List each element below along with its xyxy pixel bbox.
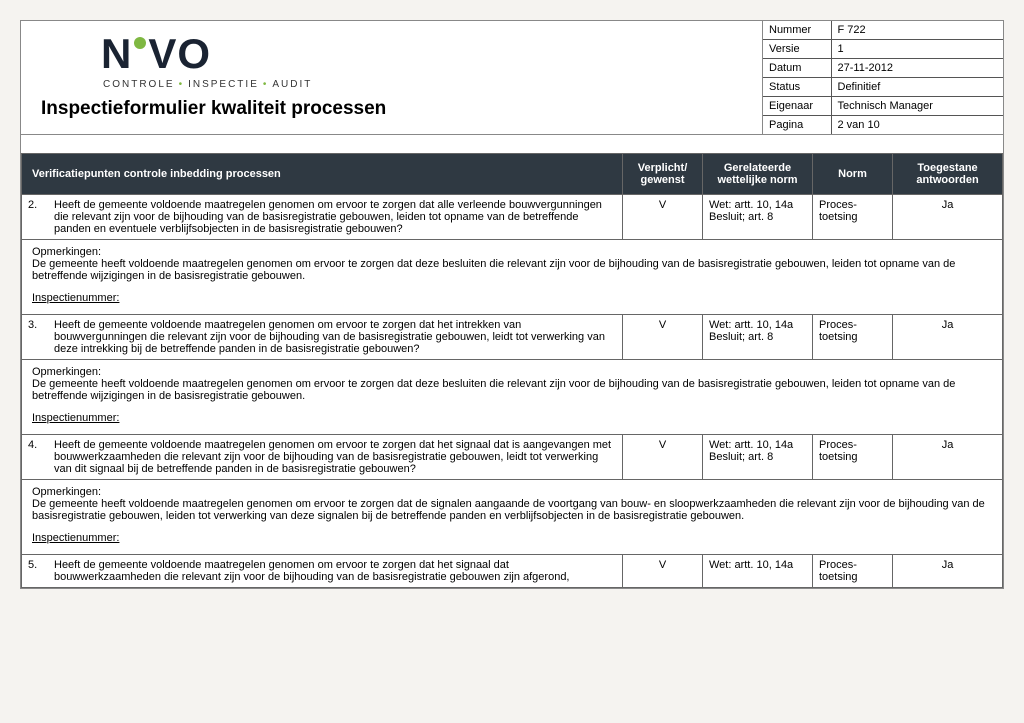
spacer (21, 135, 1003, 153)
remarks-label: Opmerkingen: (32, 246, 992, 258)
antwoord-cell: Ja (893, 435, 1003, 480)
verplicht-cell: V (623, 315, 703, 360)
remarks-text: De gemeente heeft voldoende maatregelen … (32, 378, 992, 402)
inspectienummer-label: Inspectienummer: (32, 292, 119, 304)
question-cell: 3.Heeft de gemeente voldoende maatregele… (22, 315, 623, 360)
norm-cell: Proces-toetsing (813, 195, 893, 240)
table-row: 4.Heeft de gemeente voldoende maatregele… (22, 435, 1003, 480)
question-text: Heeft de gemeente voldoende maatregelen … (54, 439, 616, 475)
table-row: 5.Heeft de gemeente voldoende maatregele… (22, 555, 1003, 588)
remarks-text: De gemeente heeft voldoende maatregelen … (32, 258, 992, 282)
table-row: 2.Heeft de gemeente voldoende maatregele… (22, 195, 1003, 240)
question-number: 4. (28, 439, 54, 475)
remarks-label: Opmerkingen: (32, 366, 992, 378)
verplicht-cell: V (623, 555, 703, 588)
norm-cell: Proces-toetsing (813, 435, 893, 480)
remarks-row: Opmerkingen:De gemeente heeft voldoende … (22, 360, 1003, 435)
remarks-cell: Opmerkingen:De gemeente heeft voldoende … (22, 240, 1003, 315)
question-cell: 4.Heeft de gemeente voldoende maatregele… (22, 435, 623, 480)
meta-value-datum: 27-11-2012 (831, 59, 1003, 78)
verplicht-cell: V (623, 435, 703, 480)
tagline-b: INSPECTIE (188, 79, 259, 90)
meta-value-versie: 1 (831, 40, 1003, 59)
col-header-norm: Norm (813, 154, 893, 195)
verplicht-cell: V (623, 195, 703, 240)
meta-label-eigenaar: Eigenaar (763, 97, 831, 116)
meta-value-pagina: 2 van 10 (831, 116, 1003, 135)
question-number: 3. (28, 319, 54, 355)
meta-value-nummer: F 722 (831, 21, 1003, 40)
meta-label-nummer: Nummer (763, 21, 831, 40)
tagline-c: AUDIT (272, 79, 312, 90)
col-header-wettelijk: Gerelateerde wettelijke norm (703, 154, 813, 195)
meta-label-pagina: Pagina (763, 116, 831, 135)
meta-value-eigenaar: Technisch Manager (831, 97, 1003, 116)
remarks-cell: Opmerkingen:De gemeente heeft voldoende … (22, 480, 1003, 555)
question-text: Heeft de gemeente voldoende maatregelen … (54, 559, 616, 583)
logo: N VO (101, 33, 742, 75)
wettelijk-cell: Wet: artt. 10, 14a Besluit; art. 8 (703, 435, 813, 480)
antwoord-cell: Ja (893, 195, 1003, 240)
remarks-cell: Opmerkingen:De gemeente heeft voldoende … (22, 360, 1003, 435)
question-number: 2. (28, 199, 54, 235)
remarks-row: Opmerkingen:De gemeente heeft voldoende … (22, 240, 1003, 315)
wettelijk-cell: Wet: artt. 10, 14a (703, 555, 813, 588)
form-title: Inspectieformulier kwaliteit processen (41, 98, 742, 120)
remarks-label: Opmerkingen: (32, 486, 992, 498)
logo-text-left: N (101, 30, 132, 77)
inspectienummer-label: Inspectienummer: (32, 532, 119, 544)
antwoord-cell: Ja (893, 315, 1003, 360)
col-header-verplicht: Verplicht/ gewenst (623, 154, 703, 195)
question-text: Heeft de gemeente voldoende maatregelen … (54, 319, 616, 355)
table-row: 3.Heeft de gemeente voldoende maatregele… (22, 315, 1003, 360)
verification-table: Verificatiepunten controle inbedding pro… (21, 153, 1003, 588)
meta-label-datum: Datum (763, 59, 831, 78)
meta-label-versie: Versie (763, 40, 831, 59)
document-header: NVO CONTROLE•INSPECTIE•AUDIT Inspectiefo… (21, 21, 1003, 135)
norm-cell: Proces-toetsing (813, 315, 893, 360)
table-body: 2.Heeft de gemeente voldoende maatregele… (22, 195, 1003, 588)
meta-table: NummerF 722 Versie1 Datum27-11-2012 Stat… (763, 21, 1003, 134)
tagline-a: CONTROLE (103, 79, 175, 90)
header-meta: NummerF 722 Versie1 Datum27-11-2012 Stat… (763, 21, 1003, 134)
question-cell: 5.Heeft de gemeente voldoende maatregele… (22, 555, 623, 588)
norm-cell: Proces-toetsing (813, 555, 893, 588)
question-number: 5. (28, 559, 54, 583)
meta-value-status: Definitief (831, 78, 1003, 97)
remarks-text: De gemeente heeft voldoende maatregelen … (32, 498, 992, 522)
bullet-icon: • (179, 79, 185, 90)
logo-dot-icon (134, 37, 146, 49)
inspectienummer-label: Inspectienummer: (32, 412, 119, 424)
wettelijk-cell: Wet: artt. 10, 14a Besluit; art. 8 (703, 195, 813, 240)
header-left: NVO CONTROLE•INSPECTIE•AUDIT Inspectiefo… (21, 21, 763, 134)
antwoord-cell: Ja (893, 555, 1003, 588)
logo-tagline: CONTROLE•INSPECTIE•AUDIT (103, 79, 742, 90)
question-cell: 2.Heeft de gemeente voldoende maatregele… (22, 195, 623, 240)
col-header-question: Verificatiepunten controle inbedding pro… (22, 154, 623, 195)
wettelijk-cell: Wet: artt. 10, 14a Besluit; art. 8 (703, 315, 813, 360)
bullet-icon: • (263, 79, 269, 90)
remarks-row: Opmerkingen:De gemeente heeft voldoende … (22, 480, 1003, 555)
meta-label-status: Status (763, 78, 831, 97)
logo-text-right: VO (148, 30, 211, 77)
question-text: Heeft de gemeente voldoende maatregelen … (54, 199, 616, 235)
table-header: Verificatiepunten controle inbedding pro… (22, 154, 1003, 195)
col-header-antwoord: Toegestane antwoorden (893, 154, 1003, 195)
document-page: NVO CONTROLE•INSPECTIE•AUDIT Inspectiefo… (20, 20, 1004, 589)
